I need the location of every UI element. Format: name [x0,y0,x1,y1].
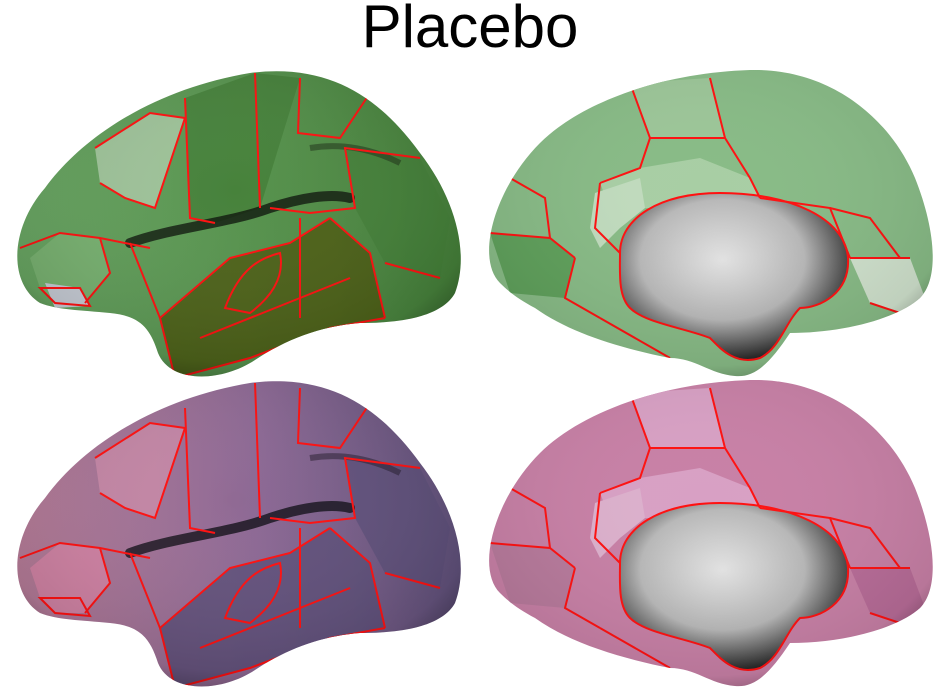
brain-medial-top [470,58,940,388]
brain-surface-medial-pink [489,379,933,687]
brain-surface-lateral-purple [17,381,461,687]
brain-lateral-bottom [0,368,470,698]
figure-title: Placebo [361,0,579,60]
brain-surface-medial-green [489,69,933,377]
brain-surface-lateral-green [17,71,461,377]
brain-lateral-top [0,58,470,388]
brain-medial-bottom [470,368,940,698]
